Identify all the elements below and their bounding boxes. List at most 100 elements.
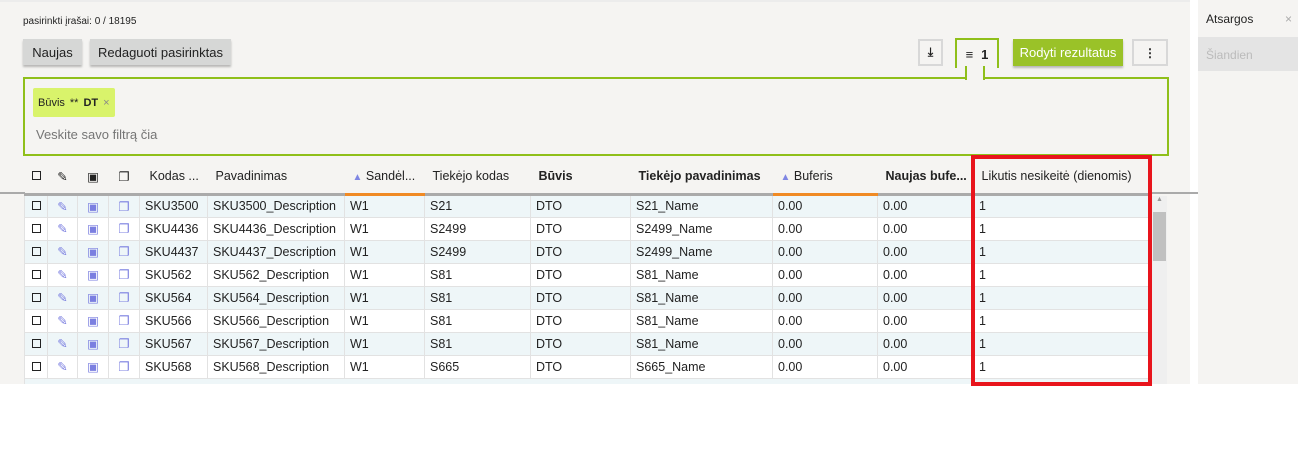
filter-chip[interactable]: Būvis ** DT × bbox=[33, 88, 115, 117]
copy-icon[interactable]: ❐ bbox=[108, 193, 140, 218]
cell-sandelis: W1 bbox=[344, 308, 425, 333]
cell-tiekejo-kodas: S2499 bbox=[424, 216, 531, 241]
column-header-sandelis[interactable]: ▲ Sandėl... bbox=[344, 160, 425, 196]
cell-buvis: DTO bbox=[530, 216, 631, 241]
edit-icon[interactable]: ✎ bbox=[47, 354, 78, 379]
row-checkbox[interactable] bbox=[24, 262, 48, 287]
filter-toggle-button[interactable]: ≡ 1 bbox=[955, 38, 999, 68]
side-panel: Atsargos × Šiandien bbox=[1198, 0, 1298, 384]
row-checkbox[interactable] bbox=[24, 331, 48, 356]
cell-kodas: SKU567 bbox=[139, 331, 208, 356]
cell-sandelis: W1 bbox=[344, 331, 425, 356]
cell-kodas: SKU568 bbox=[139, 354, 208, 379]
copy-icon[interactable]: ❐ bbox=[108, 285, 140, 310]
cell-pavadinimas: SKU3500_Description bbox=[207, 193, 345, 218]
side-tab-title[interactable]: Atsargos bbox=[1206, 12, 1254, 26]
edit-icon[interactable]: ✎ bbox=[47, 285, 78, 310]
edit-icon[interactable]: ✎ bbox=[47, 193, 78, 218]
column-header-tiekejo-pavadinimas[interactable]: Tiekėjo pavadinimas bbox=[630, 160, 773, 196]
row-checkbox[interactable] bbox=[24, 216, 48, 241]
cell-likutis: 1 bbox=[973, 239, 1150, 264]
chart-icon[interactable]: ▣ bbox=[77, 239, 109, 264]
cell-sandelis: W1 bbox=[344, 285, 425, 310]
scroll-up-icon[interactable]: ▲ bbox=[1156, 196, 1163, 203]
edit-icon[interactable]: ✎ bbox=[47, 262, 78, 287]
edit-icon[interactable]: ✎ bbox=[47, 308, 78, 333]
show-results-button[interactable]: Rodyti rezultatus bbox=[1013, 39, 1123, 66]
copy-icon[interactable]: ❐ bbox=[108, 216, 140, 241]
table-row[interactable]: ✎ ▣ ❐ SKU564 SKU564_Description W1 S81 DTO S81_N… bbox=[24, 285, 1150, 310]
cell-tiekejo-kodas: S2499 bbox=[424, 239, 531, 264]
more-button[interactable]: ⋮ bbox=[1132, 39, 1168, 66]
download-button[interactable]: ⤓ bbox=[918, 39, 943, 66]
cell-pavadinimas: SKU566_Description bbox=[207, 308, 345, 333]
cell-pavadinimas: SKU564_Description bbox=[207, 285, 345, 310]
chip-operator: ** bbox=[69, 96, 79, 109]
row-checkbox[interactable] bbox=[24, 354, 48, 379]
select-all-checkbox[interactable] bbox=[24, 160, 48, 196]
chart-icon[interactable]: ▣ bbox=[77, 354, 109, 379]
edit-icon[interactable]: ✎ bbox=[47, 239, 78, 264]
chart-icon[interactable]: ▣ bbox=[77, 308, 109, 333]
column-header-kodas[interactable]: Kodas ... bbox=[139, 160, 208, 196]
table-row[interactable]: ✎ ▣ ❐ SKU3500 SKU3500_Description W1 S21 DTO S21… bbox=[24, 193, 1150, 218]
copy-icon[interactable]: ❐ bbox=[108, 308, 140, 333]
chart-icon[interactable]: ▣ bbox=[77, 262, 109, 287]
row-checkbox[interactable] bbox=[24, 239, 48, 264]
cell-tiekejo-pavadinimas: S2499_Name bbox=[630, 239, 773, 264]
chart-icon[interactable]: ▣ bbox=[77, 216, 109, 241]
edit-icon[interactable]: ✎ bbox=[47, 331, 78, 356]
cell-kodas: SKU3500 bbox=[139, 193, 208, 218]
cell-buferis: 0.00 bbox=[772, 331, 878, 356]
scrollbar[interactable]: ▲ bbox=[1152, 196, 1167, 384]
column-header-tiekejo-kodas[interactable]: Tiekėjo kodas bbox=[424, 160, 531, 196]
copy-icon[interactable]: ❐ bbox=[108, 239, 140, 264]
table-row[interactable]: ✎ ▣ ❐ SKU562 SKU562_Description W1 S81 DTO S81_N… bbox=[24, 262, 1150, 287]
table-row[interactable]: ✎ ▣ ❐ SKU567 SKU567_Description W1 S81 DTO S81_N… bbox=[24, 331, 1150, 356]
copy-icon[interactable]: ❐ bbox=[108, 354, 140, 379]
download-icon: ⤓ bbox=[927, 45, 934, 59]
row-checkbox[interactable] bbox=[24, 308, 48, 333]
cell-naujas-buferis: 0.00 bbox=[877, 285, 974, 310]
chart-icon[interactable]: ▣ bbox=[77, 285, 109, 310]
chart-icon[interactable]: ▣ bbox=[77, 193, 109, 218]
cell-tiekejo-pavadinimas: S2499_Name bbox=[630, 216, 773, 241]
cell-buferis: 0.00 bbox=[772, 216, 878, 241]
sort-asc-icon: ▲ bbox=[352, 172, 363, 184]
table-row[interactable]: ✎ ▣ ❐ SKU568 SKU568_Description W1 S665 DTO S665… bbox=[24, 354, 1150, 379]
copy-icon[interactable]: ❐ bbox=[108, 331, 140, 356]
filter-input[interactable] bbox=[36, 127, 636, 142]
column-header-likutis[interactable]: Likutis nesikeitė (dienomis) bbox=[973, 160, 1150, 196]
close-icon[interactable]: × bbox=[1284, 12, 1292, 26]
row-checkbox[interactable] bbox=[24, 285, 48, 310]
cell-likutis: 1 bbox=[973, 262, 1150, 287]
edit-selected-button[interactable]: Redaguoti pasirinktas bbox=[90, 39, 231, 65]
cell-naujas-buferis: 0.00 bbox=[877, 331, 974, 356]
column-header-buferis[interactable]: ▲ Buferis bbox=[772, 160, 878, 196]
column-header-buvis[interactable]: Būvis bbox=[530, 160, 631, 196]
close-icon[interactable]: × bbox=[103, 96, 110, 109]
column-header-pavadinimas[interactable]: Pavadinimas bbox=[207, 160, 345, 196]
cell-kodas: SKU566 bbox=[139, 308, 208, 333]
new-button[interactable]: Naujas bbox=[23, 39, 82, 65]
cell-buferis: 0.00 bbox=[772, 239, 878, 264]
cell-buvis: DTO bbox=[530, 262, 631, 287]
scrollbar-thumb[interactable] bbox=[1153, 212, 1166, 261]
side-item-today[interactable]: Šiandien bbox=[1198, 37, 1298, 71]
cell-pavadinimas: SKU4436_Description bbox=[207, 216, 345, 241]
cell-pavadinimas: SKU568_Description bbox=[207, 354, 345, 379]
edit-icon[interactable]: ✎ bbox=[47, 216, 78, 241]
data-table: ✎ ▣ ❐ Kodas ... Pavadinimas ▲ Sandėl... … bbox=[24, 160, 1150, 387]
cell-pavadinimas: SKU567_Description bbox=[207, 331, 345, 356]
filter-icon: ≡ bbox=[965, 46, 974, 62]
cell-tiekejo-pavadinimas: S81_Name bbox=[630, 331, 773, 356]
header-row: ✎ ▣ ❐ Kodas ... Pavadinimas ▲ Sandėl... … bbox=[24, 160, 1150, 196]
cell-buferis: 0.00 bbox=[772, 193, 878, 218]
cell-pavadinimas: SKU562_Description bbox=[207, 262, 345, 287]
cell-buferis: 0.00 bbox=[772, 262, 878, 287]
column-header-naujas-buferis[interactable]: Naujas bufe... bbox=[877, 160, 974, 196]
table-row[interactable]: ✎ ▣ ❐ SKU4436 SKU4436_Description W1 S2499 DTO S… bbox=[24, 216, 1150, 241]
copy-icon[interactable]: ❐ bbox=[108, 262, 140, 287]
row-checkbox[interactable] bbox=[24, 193, 48, 218]
chart-icon[interactable]: ▣ bbox=[77, 331, 109, 356]
